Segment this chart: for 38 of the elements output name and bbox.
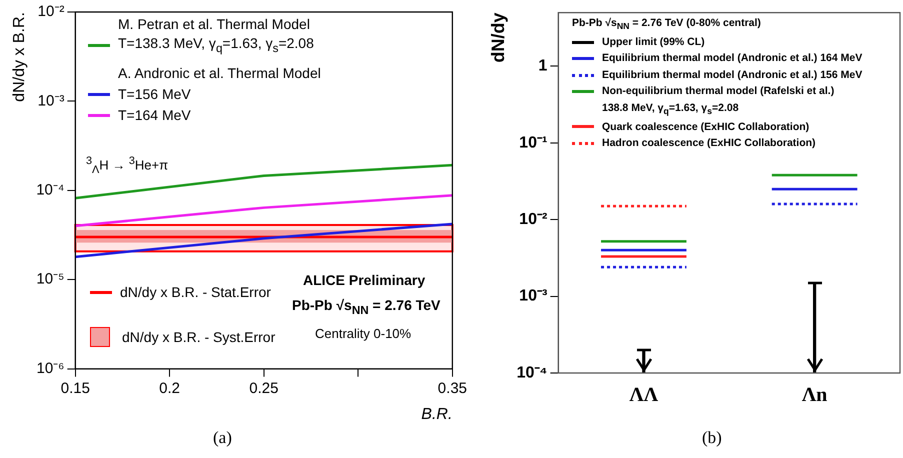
legend-title: M. Petran et al. Thermal Model <box>118 16 310 32</box>
y-tick-label: 10⁻³ <box>519 288 548 305</box>
legend-label: Equilibrium thermal model (Andronic et al.) 156 MeV <box>602 68 862 81</box>
text: (b) <box>702 428 722 448</box>
x-tick-label: ΛΛ <box>629 384 659 406</box>
x-tick-label: 0.35 <box>438 380 468 397</box>
legend-title: Pb-Pb √s$_{NN}$ = 2.76 TeV (0-80% central) <box>572 17 761 32</box>
annotation: Centrality 0-10% <box>315 326 412 341</box>
y-axis-title: dN/dy <box>488 12 508 63</box>
x-tick-label: 0.25 <box>249 380 278 397</box>
y-tick-label: 10⁻¹ <box>519 134 548 152</box>
y-tick-label: 10⁻⁴ <box>516 364 548 382</box>
legend-label: T=164 MeV <box>118 107 191 124</box>
annotation: ALICE Preliminary <box>303 272 426 288</box>
y-tick-label: 10⁻² <box>38 3 64 20</box>
x-tick-label: 0.15 <box>60 380 90 397</box>
annotation: A. Andronic et al. Thermal Model <box>118 65 321 82</box>
legend-label: T=138.3 MeV, γ$_{q}$=1.63, γ$_{s}$=2.08 <box>118 35 314 55</box>
legend-label: Equilibrium thermal model (Andronic et al.) 164 MeV <box>602 52 862 64</box>
legend-label: Hadron coalescence (ExHIC Collaboration) <box>602 137 816 150</box>
legend-label: dN/dy x B.R. - Syst.Error <box>122 329 276 345</box>
y-tick-label: 10⁻⁴ <box>36 182 64 199</box>
annotation: Pb-Pb √s$_{NN}$ = 2.76 TeV <box>292 297 440 317</box>
x-tick-label: 0.2 <box>159 380 180 397</box>
legend-label: Upper limit (99% CL) <box>602 36 705 48</box>
y-tick-label: 10⁻⁶ <box>36 360 64 377</box>
x-axis-title: B.R. <box>421 406 452 423</box>
legend-label: Quark coalescence (ExHIC Collaboration) <box>602 120 810 133</box>
y-tick-label: 10⁻⁵ <box>36 270 64 288</box>
text: (a) <box>213 428 232 448</box>
y-axis-title: dN/dy x B.R. <box>11 12 28 102</box>
legend-label: Non-equilibrium thermal model (Rafelski et al.) 138.8 MeV, γ$_{q}$=1.63, γ$_{s}$=2.08 <box>602 85 834 116</box>
y-tick-label: 10⁻² <box>519 211 548 228</box>
y-tick-label: 1 <box>538 58 548 75</box>
x-tick-label: Λn <box>802 384 828 406</box>
legend-label: T=156 MeV <box>118 86 191 102</box>
legend-label: dN/dy x B.R. - Stat.Error <box>120 284 271 300</box>
y-tick-label: 10⁻³ <box>38 92 64 110</box>
